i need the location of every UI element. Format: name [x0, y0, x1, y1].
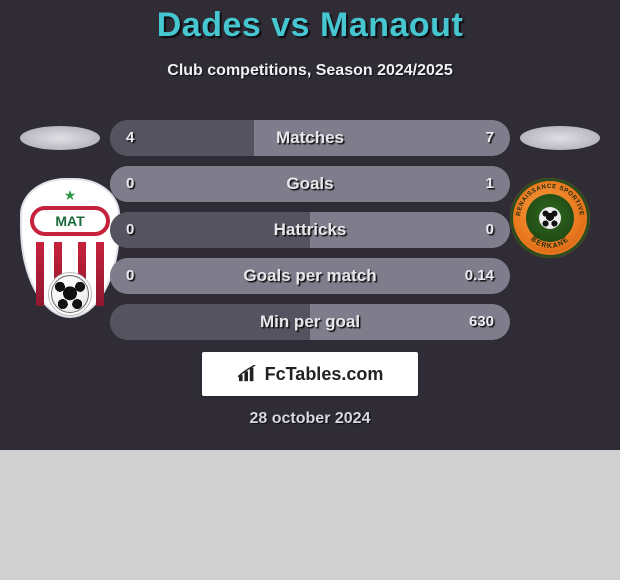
soccer-ball-icon [51, 275, 89, 313]
badge-inner [526, 194, 574, 242]
shadow-ellipse-right [520, 126, 600, 150]
comparison-panel: Dades vs Manaout Club competitions, Seas… [0, 0, 620, 450]
shield-band: MAT [30, 206, 110, 236]
round-badge-icon: RENAISSANCE SPORTIVE BERKANE [510, 178, 590, 258]
footer-date: 28 october 2024 [0, 410, 620, 428]
fctables-link[interactable]: FcTables.com [202, 352, 418, 396]
star-icon: ★ [64, 187, 77, 204]
page-subtitle: Club competitions, Season 2024/2025 [0, 62, 620, 80]
stat-bar: Matches4 7 [110, 120, 510, 156]
bar-chart-icon [237, 365, 259, 383]
stat-label: Matches [110, 120, 510, 156]
stat-value-right: 1 [486, 166, 494, 202]
mini-soccer-ball-icon [539, 207, 561, 229]
shield-band-text: MAT [55, 213, 84, 229]
stat-label: Goals [110, 166, 510, 202]
stat-value-left: 0 [126, 166, 134, 202]
fctables-text: FcTables.com [265, 364, 384, 385]
stat-value-left: 0 [126, 258, 134, 294]
page-title: Dades vs Manaout [0, 6, 620, 45]
stat-bar: Goals0 1 [110, 166, 510, 202]
team-logo-right: RENAISSANCE SPORTIVE BERKANE [510, 178, 590, 258]
stat-bar: Goals per match0 0.14 [110, 258, 510, 294]
team-logo-left: ★ MAT [20, 178, 120, 318]
stat-label: Min per goal [110, 304, 510, 340]
shadow-ellipse-left [20, 126, 100, 150]
stat-value-right: 0.14 [465, 258, 494, 294]
stat-value-left: 4 [126, 120, 134, 156]
stats-bars: Matches47Goals01Hattricks00Goals per mat… [110, 120, 510, 350]
stat-value-right: 630 [469, 304, 494, 340]
stat-value-right: 7 [486, 120, 494, 156]
stat-value-left: 0 [126, 212, 134, 248]
stat-value-right: 0 [486, 212, 494, 248]
stat-bar: Hattricks0 0 [110, 212, 510, 248]
shield-icon: ★ MAT [20, 178, 120, 318]
stat-label: Hattricks [110, 212, 510, 248]
stat-label: Goals per match [110, 258, 510, 294]
stat-bar: Min per goal630 [110, 304, 510, 340]
